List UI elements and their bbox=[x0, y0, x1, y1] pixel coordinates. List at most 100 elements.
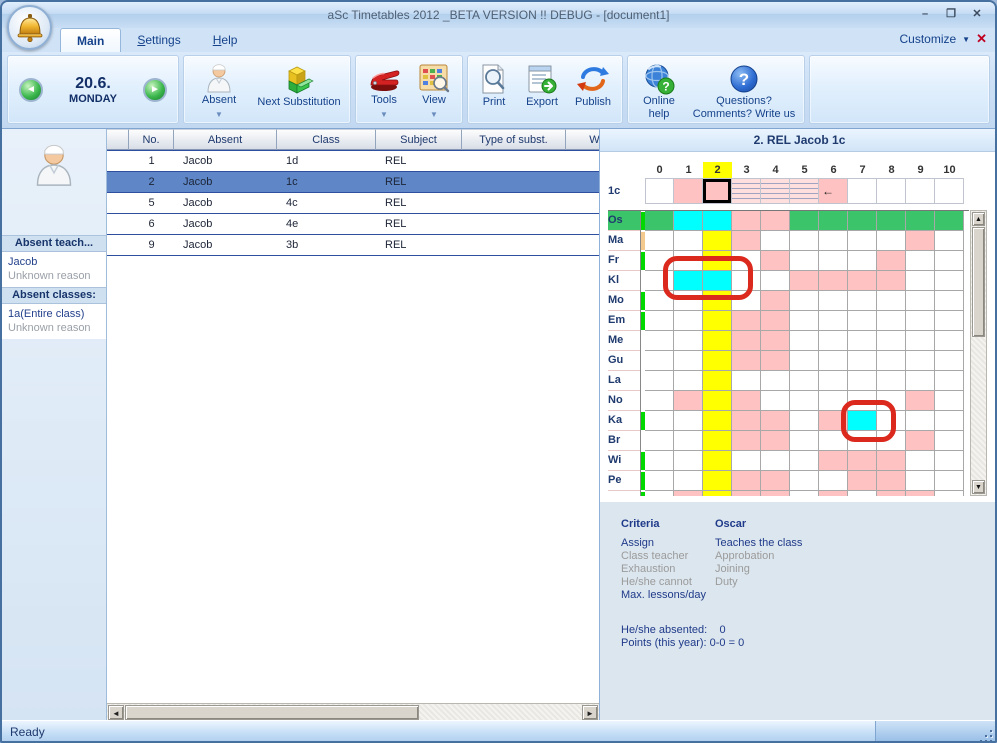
grid-cell-Em-4[interactable] bbox=[761, 311, 790, 331]
grid-cell-Ma-6[interactable] bbox=[819, 231, 848, 251]
grid-cell-Ma-3[interactable] bbox=[732, 231, 761, 251]
grid-cell-La-2[interactable] bbox=[703, 371, 732, 391]
grid-cell-Wi-0[interactable] bbox=[645, 451, 674, 471]
scroll-down-button[interactable]: ▼ bbox=[972, 480, 985, 494]
app-logo-bell-icon[interactable] bbox=[7, 5, 52, 50]
grid-cell-La-5[interactable] bbox=[790, 371, 819, 391]
grid-cell-No-2[interactable] bbox=[703, 391, 732, 411]
grid-cell-Br-0[interactable] bbox=[645, 431, 674, 451]
grid-cell-Kl-3[interactable] bbox=[732, 271, 761, 291]
grid-cell-Em-5[interactable] bbox=[790, 311, 819, 331]
grid-cell-Me-6[interactable] bbox=[819, 331, 848, 351]
grid-cell-Mo-6[interactable] bbox=[819, 291, 848, 311]
grid-cell-Br-7[interactable] bbox=[848, 431, 877, 451]
absent-button[interactable]: Absent ▼ bbox=[188, 58, 250, 121]
grid-cell-La-7[interactable] bbox=[848, 371, 877, 391]
column-header-no[interactable]: No. bbox=[129, 129, 174, 150]
grid-cell-x-2[interactable] bbox=[703, 491, 732, 496]
table-row-6[interactable]: 6 Jacob 4e REL bbox=[107, 214, 599, 235]
grid-cell-Os-10[interactable] bbox=[935, 211, 964, 231]
grid-cell-Ma-2[interactable] bbox=[703, 231, 732, 251]
grid-cell-No-6[interactable] bbox=[819, 391, 848, 411]
class-cell-0[interactable] bbox=[645, 178, 674, 204]
grid-cell-Wi-5[interactable] bbox=[790, 451, 819, 471]
table-row-9[interactable]: 9 Jacob 3b REL bbox=[107, 235, 599, 256]
close-button[interactable]: ✕ bbox=[972, 8, 982, 20]
grid-cell-No-3[interactable] bbox=[732, 391, 761, 411]
grid-cell-La-4[interactable] bbox=[761, 371, 790, 391]
column-header-blank[interactable] bbox=[107, 129, 129, 150]
customize-caret-icon[interactable]: ▼ bbox=[962, 34, 971, 44]
grid-cell-Br-1[interactable] bbox=[674, 431, 703, 451]
grid-cell-Fr-0[interactable] bbox=[645, 251, 674, 271]
ribbon-close-icon[interactable]: ✕ bbox=[976, 31, 987, 46]
grid-cell-Kl-5[interactable] bbox=[790, 271, 819, 291]
grid-cell-Wi-6[interactable] bbox=[819, 451, 848, 471]
tab-help[interactable]: Help bbox=[212, 33, 238, 47]
grid-cell-x-6[interactable] bbox=[819, 491, 848, 496]
class-cell-9[interactable] bbox=[906, 178, 935, 204]
grid-cell-Fr-7[interactable] bbox=[848, 251, 877, 271]
grid-cell-Pe-6[interactable] bbox=[819, 471, 848, 491]
grid-cell-La-6[interactable] bbox=[819, 371, 848, 391]
grid-cell-Em-9[interactable] bbox=[906, 311, 935, 331]
grid-cell-Br-9[interactable] bbox=[906, 431, 935, 451]
grid-cell-Wi-4[interactable] bbox=[761, 451, 790, 471]
resize-grip[interactable] bbox=[980, 730, 992, 741]
horizontal-scroll-thumb[interactable] bbox=[125, 705, 419, 720]
next-day-button[interactable]: ► bbox=[143, 77, 167, 102]
grid-cell-No-8[interactable] bbox=[877, 391, 906, 411]
grid-cell-Kl-4[interactable] bbox=[761, 271, 790, 291]
grid-cell-Mo-3[interactable] bbox=[732, 291, 761, 311]
grid-cell-Me-9[interactable] bbox=[906, 331, 935, 351]
grid-cell-Wi-3[interactable] bbox=[732, 451, 761, 471]
absent-class-name[interactable]: 1a(Entire class) bbox=[8, 308, 85, 320]
tab-settings[interactable]: Settings bbox=[137, 33, 181, 47]
grid-cell-x-3[interactable] bbox=[732, 491, 761, 496]
grid-cell-Me-2[interactable] bbox=[703, 331, 732, 351]
grid-cell-Os-2[interactable] bbox=[703, 211, 732, 231]
scroll-right-button[interactable]: ► bbox=[582, 705, 598, 720]
grid-cell-Kl-7[interactable] bbox=[848, 271, 877, 291]
grid-vertical-scrollbar[interactable]: ▲ ▼ bbox=[970, 210, 987, 496]
grid-cell-Wi-1[interactable] bbox=[674, 451, 703, 471]
grid-cell-Fr-9[interactable] bbox=[906, 251, 935, 271]
grid-cell-La-1[interactable] bbox=[674, 371, 703, 391]
scroll-up-button[interactable]: ▲ bbox=[972, 212, 985, 226]
publish-button[interactable]: Publish bbox=[568, 58, 618, 121]
grid-cell-La-0[interactable] bbox=[645, 371, 674, 391]
table-row-1[interactable]: 1 Jacob 1d REL bbox=[107, 151, 599, 172]
table-horizontal-scrollbar[interactable]: ◄ ► bbox=[107, 703, 599, 720]
grid-cell-Me-1[interactable] bbox=[674, 331, 703, 351]
grid-cell-Mo-5[interactable] bbox=[790, 291, 819, 311]
table-row-5[interactable]: 5 Jacob 4c REL bbox=[107, 193, 599, 214]
grid-cell-Ka-9[interactable] bbox=[906, 411, 935, 431]
grid-cell-Pe-4[interactable] bbox=[761, 471, 790, 491]
grid-cell-Ka-5[interactable] bbox=[790, 411, 819, 431]
grid-cell-Mo-7[interactable] bbox=[848, 291, 877, 311]
grid-cell-Me-7[interactable] bbox=[848, 331, 877, 351]
grid-cell-Fr-6[interactable] bbox=[819, 251, 848, 271]
grid-cell-La-10[interactable] bbox=[935, 371, 964, 391]
print-button[interactable]: Print bbox=[472, 58, 516, 121]
tab-main[interactable]: Main bbox=[60, 28, 122, 52]
grid-cell-Gu-9[interactable] bbox=[906, 351, 935, 371]
grid-cell-x-7[interactable] bbox=[848, 491, 877, 496]
grid-cell-Pe-0[interactable] bbox=[645, 471, 674, 491]
grid-cell-Ka-1[interactable] bbox=[674, 411, 703, 431]
grid-cell-Em-0[interactable] bbox=[645, 311, 674, 331]
vertical-scroll-thumb[interactable] bbox=[972, 227, 985, 337]
grid-cell-No-0[interactable] bbox=[645, 391, 674, 411]
class-cell-2[interactable] bbox=[703, 178, 732, 204]
grid-cell-Br-3[interactable] bbox=[732, 431, 761, 451]
grid-cell-Br-8[interactable] bbox=[877, 431, 906, 451]
grid-cell-Gu-0[interactable] bbox=[645, 351, 674, 371]
grid-cell-Em-10[interactable] bbox=[935, 311, 964, 331]
minimize-button[interactable]: – bbox=[921, 8, 929, 20]
grid-cell-Em-3[interactable] bbox=[732, 311, 761, 331]
export-button[interactable]: Export bbox=[518, 58, 566, 121]
grid-cell-Fr-3[interactable] bbox=[732, 251, 761, 271]
grid-cell-La-3[interactable] bbox=[732, 371, 761, 391]
column-header-who[interactable]: Who bbox=[566, 129, 599, 150]
grid-cell-Mo-8[interactable] bbox=[877, 291, 906, 311]
